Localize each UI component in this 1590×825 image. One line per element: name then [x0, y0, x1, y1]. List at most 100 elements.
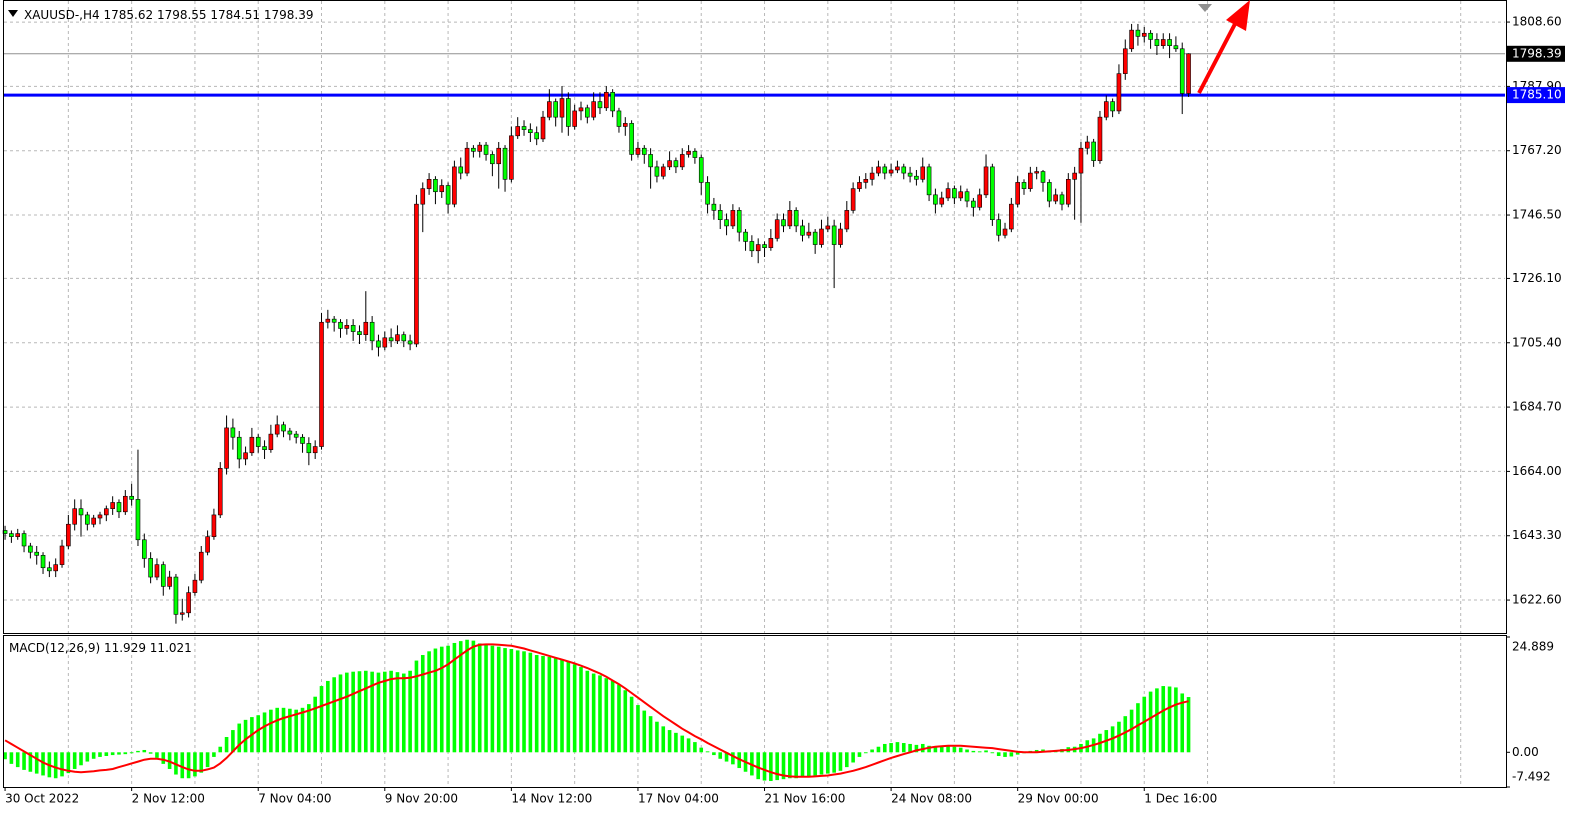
candle-body: [123, 495, 128, 513]
y-tick-label: 1746.50: [1512, 208, 1562, 222]
candle-body: [572, 110, 577, 127]
candle-body: [616, 110, 622, 127]
shift-marker[interactable]: [1198, 4, 1212, 12]
macd-bar: [541, 655, 545, 753]
y-tick-label: 1808.60: [1512, 15, 1562, 29]
macd-bar: [800, 752, 805, 778]
macd-bar: [996, 752, 1001, 757]
candle-body: [129, 495, 134, 500]
x-tick-label: 30 Oct 2022: [5, 792, 79, 806]
macd-bar: [623, 690, 628, 753]
macd-bar: [142, 749, 147, 753]
macd-bar: [427, 651, 431, 753]
candle-body: [376, 340, 381, 348]
candle-body: [1154, 39, 1160, 46]
macd-bar: [41, 752, 45, 776]
candle-body: [85, 514, 90, 525]
labels-layer: 1808.601787.901767.201746.501726.101705.…: [4, 15, 1565, 806]
macd-bar: [60, 752, 64, 777]
candle-body: [1021, 182, 1027, 189]
candle-body: [983, 166, 989, 196]
macd-bar: [326, 680, 330, 753]
candle-body: [641, 147, 647, 155]
candle-body: [439, 185, 445, 193]
candle-body: [971, 200, 976, 208]
candle-body: [939, 197, 945, 205]
candle-body: [224, 427, 229, 469]
macd-bar: [876, 746, 881, 753]
macd-bar: [813, 752, 817, 776]
y-tick-label: 1705.40: [1512, 335, 1562, 349]
macd-bar: [984, 750, 988, 753]
candle-body: [806, 231, 812, 236]
macd-bar: [205, 752, 210, 768]
macd-bar: [345, 672, 349, 753]
macd-bar: [28, 752, 33, 772]
marks-layer: [2, 23, 1505, 782]
candle-body: [217, 468, 223, 516]
candle-body: [262, 446, 267, 450]
open: 1785.62: [103, 8, 153, 22]
macd-bar: [762, 752, 767, 781]
macd-bar: [699, 747, 704, 753]
candle-body: [591, 101, 596, 118]
candle-body: [926, 166, 932, 196]
bid-label-box: [1507, 45, 1565, 62]
candle-body: [91, 517, 96, 525]
macd-bar: [471, 640, 476, 753]
candle-body: [1179, 48, 1185, 94]
candle-body: [730, 210, 736, 227]
x-tick-label: 21 Nov 16:00: [765, 792, 846, 806]
macd-bar: [9, 752, 14, 764]
x-tick-label: 17 Nov 04:00: [638, 792, 719, 806]
macd-bar: [300, 707, 305, 753]
candle-body: [755, 244, 761, 252]
candle-body: [566, 98, 571, 127]
candle-body: [920, 166, 926, 180]
menu-triangle[interactable]: [8, 10, 18, 17]
macd-bar: [857, 752, 862, 757]
macd-bar: [420, 655, 425, 753]
macd-bar: [927, 745, 931, 753]
candle-body: [72, 508, 77, 525]
candle-body: [724, 219, 729, 227]
candle-body: [255, 436, 261, 447]
candle-body: [1002, 228, 1008, 236]
macd-bar: [794, 752, 798, 779]
macd-bar: [161, 752, 166, 764]
macd-bar: [572, 664, 577, 753]
candle-body: [426, 179, 432, 189]
y-tick-label: 1684.70: [1512, 400, 1562, 414]
macd-bar: [484, 644, 488, 753]
candle-body: [869, 172, 875, 180]
candle-body: [53, 564, 58, 572]
macd-bar: [522, 651, 526, 753]
macd-bar: [826, 752, 830, 774]
macd-bar: [724, 752, 729, 762]
macd-bar: [674, 732, 678, 753]
macd-bar: [382, 671, 387, 753]
macd-bar: [53, 752, 58, 779]
candle-body: [274, 424, 280, 435]
candle-body: [585, 107, 590, 118]
candle-body: [154, 564, 160, 578]
candle-body: [135, 499, 141, 541]
macd-bar: [1142, 696, 1147, 753]
close: 1798.39: [264, 8, 314, 22]
candle-body: [667, 160, 672, 168]
candle-body: [749, 241, 755, 252]
macd-bar: [882, 743, 887, 753]
candle-body: [445, 185, 451, 205]
candle-body: [1110, 101, 1115, 112]
macd-bar: [1117, 721, 1121, 753]
candle-body: [679, 154, 685, 168]
macd-bar: [636, 705, 640, 753]
candle-body: [1135, 29, 1141, 37]
macd-bar: [452, 642, 457, 753]
macd-bar: [224, 737, 229, 753]
macd-bar: [288, 708, 292, 753]
candle-body: [578, 107, 584, 112]
candle-body: [996, 219, 1001, 236]
macd-bar: [22, 752, 26, 770]
